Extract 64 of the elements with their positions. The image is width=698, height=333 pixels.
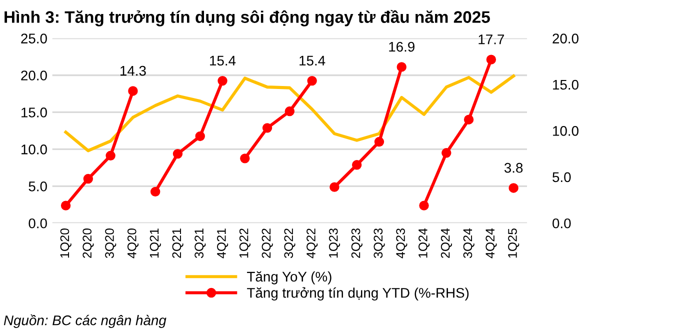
- y-tick-label: 15.0: [22, 108, 47, 118]
- x-tick-label: 1Q22: [239, 228, 250, 258]
- x-tick-label: 2Q21: [172, 228, 184, 258]
- x-tick-label: 4Q22: [306, 228, 318, 258]
- point: [172, 148, 183, 159]
- point: [352, 160, 362, 170]
- x-tick-label: 3Q22: [284, 228, 296, 258]
- x-tick-label: 2Q24: [440, 228, 452, 258]
- y-tick-label: 25.0: [21, 34, 47, 44]
- legend-label: Tăng trưởng tín dụng YTD (%-RHS): [247, 287, 469, 301]
- point: [284, 106, 295, 116]
- line-series: [64, 74, 516, 152]
- data-label: 16.9: [389, 42, 414, 52]
- text: Nguồn: BC các ngân hàng: [4, 314, 166, 328]
- y-tick-label: 5.0: [28, 181, 47, 192]
- data-label: 17.7: [478, 34, 504, 44]
- x-tick-label: 2Q22: [262, 228, 273, 258]
- point: [330, 182, 340, 192]
- x-tick-label: 3Q21: [194, 228, 206, 258]
- x-tick-label: 2Q20: [82, 228, 94, 258]
- x-tick-label: 1Q21: [150, 228, 161, 258]
- point: [486, 54, 496, 64]
- data-label: 14.3: [120, 66, 146, 76]
- point: [83, 174, 94, 184]
- x-tick-label: 3Q24: [463, 228, 474, 258]
- y-tick-label: 0.0: [28, 218, 47, 228]
- point: [307, 76, 317, 86]
- x-tick-label: 3Q23: [374, 228, 385, 258]
- data-label: 3.8: [504, 162, 523, 173]
- point: [442, 148, 452, 158]
- x-tick-label: 1Q25: [508, 228, 520, 258]
- point: [396, 62, 406, 72]
- point: [374, 136, 384, 147]
- y2-tick-label: 20.0: [552, 34, 578, 44]
- point: [150, 186, 160, 197]
- point: [464, 114, 474, 124]
- x-tick-label: 4Q24: [486, 228, 497, 258]
- legend-label: Tăng YoY (%): [247, 271, 332, 284]
- point: [508, 183, 518, 193]
- point: [128, 86, 138, 96]
- point: [240, 154, 250, 164]
- y-tick-label: 20.0: [21, 70, 47, 80]
- x-tick-label: 4Q20: [127, 228, 139, 258]
- x-tick-label: 1Q24: [418, 228, 430, 258]
- x-tick-label: 1Q20: [60, 228, 72, 258]
- y2-tick-label: 0.0: [552, 218, 571, 228]
- chart-title: Hình 3: Tăng trưởng tín dụng sôi động ngay từ đầu năm 2025: [4, 10, 490, 26]
- x-tick-label: 4Q21: [217, 228, 228, 258]
- x-tick-label: 1Q23: [328, 228, 340, 258]
- y2-tick-label: 15.0: [553, 80, 578, 90]
- data-label: 15.4: [210, 56, 236, 66]
- point: [262, 123, 272, 133]
- y2-tick-label: 5.0: [552, 172, 571, 182]
- point: [419, 200, 429, 210]
- point: [60, 200, 71, 210]
- y-tick-label: 10.0: [22, 144, 47, 154]
- point: [106, 150, 116, 161]
- x-tick-label: 2Q23: [351, 228, 362, 258]
- x-tick-label: 4Q23: [396, 228, 408, 258]
- point: [195, 131, 205, 142]
- data-label: 15.4: [300, 56, 326, 66]
- x-tick-label: 3Q20: [105, 228, 116, 258]
- y2-tick-label: 10.0: [553, 126, 578, 136]
- point: [218, 76, 228, 86]
